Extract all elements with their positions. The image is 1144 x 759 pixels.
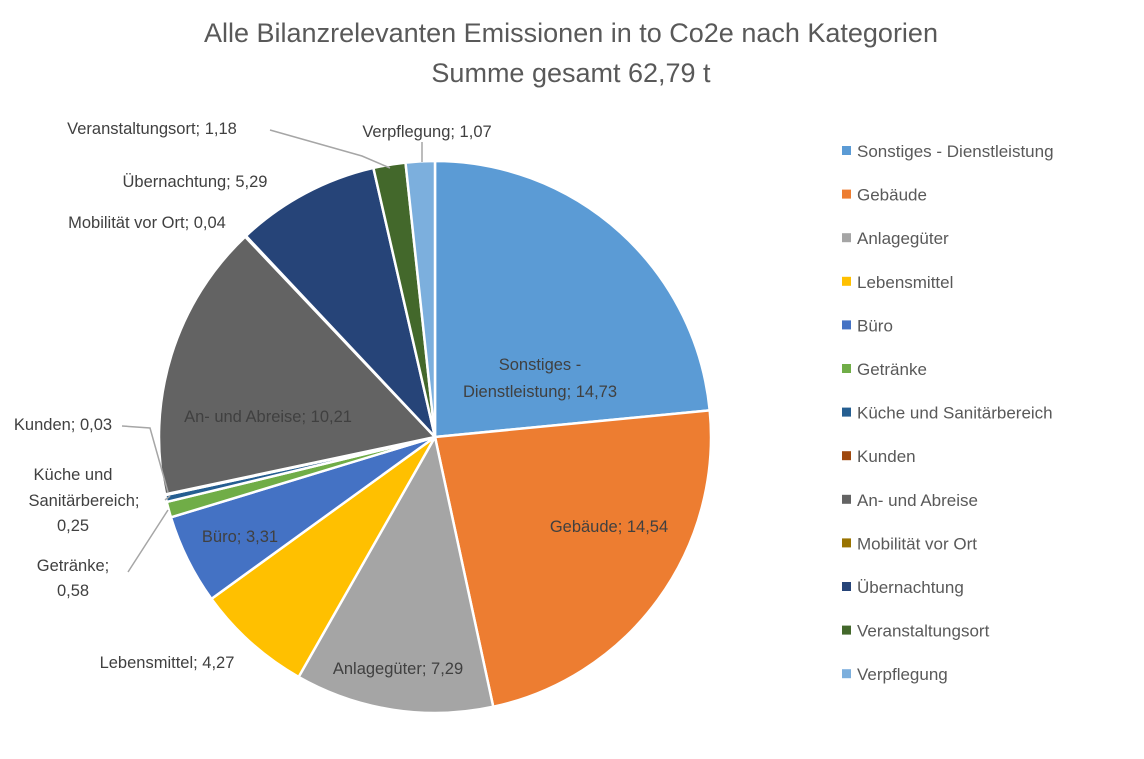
chart-subtitle: Summe gesamt 62,79 t [431, 58, 711, 88]
data-label-verpflegung: Verpflegung; 1,07 [362, 123, 491, 141]
leader-line-getränke [127, 509, 169, 573]
data-label-getränke: 0,58 [57, 582, 89, 600]
leader-line-kunden [121, 425, 169, 493]
legend-label: Mobilität vor Ort [857, 534, 977, 553]
legend-item-getränke: Getränke [842, 360, 927, 379]
leader-line-veranstaltungsort [269, 129, 391, 169]
legend-marker [842, 538, 851, 548]
legend-item-an-und-abreise: An- und Abreise [842, 491, 978, 510]
data-label-an-und-abreise: An- und Abreise; 10,21 [184, 408, 352, 426]
legend-label: Sonstiges - Dienstleistung [857, 142, 1054, 161]
legend-marker [842, 494, 851, 504]
pie-slice-gebäude [433, 408, 713, 709]
legend-item-mobilität-vor-ort: Mobilität vor Ort [842, 534, 977, 553]
legend-marker [842, 582, 851, 591]
data-label-gebäude: Gebäude; 14,54 [550, 518, 668, 536]
legend-item-verpflegung: Verpflegung [842, 665, 948, 684]
data-label-anlagegüter: Anlagegüter; 7,29 [333, 660, 463, 678]
legend-label: Anlagegüter [857, 229, 949, 248]
data-label-küche-und-sanitärbereich: Küche und [34, 466, 113, 484]
legend-marker [842, 189, 851, 199]
legend-item-übernachtung: Übernachtung [842, 578, 964, 597]
data-label-sonstiges-dienstleistung: Dienstleistung; 14,73 [463, 383, 617, 401]
legend-label: Übernachtung [857, 578, 964, 597]
data-label-getränke: Getränke; [37, 557, 109, 575]
legend-marker [842, 407, 851, 417]
data-label-übernachtung: Übernachtung; 5,29 [123, 173, 268, 191]
legend-label: Veranstaltungsort [857, 622, 990, 641]
legend-item-gebäude: Gebäude [842, 186, 927, 205]
data-label-küche-und-sanitärbereich: Sanitärbereich; [29, 492, 140, 510]
legend-item-küche-und-sanitärbereich: Küche und Sanitärbereich [842, 404, 1053, 423]
legend-item-kunden: Kunden [842, 447, 916, 466]
legend-label: An- und Abreise [857, 491, 978, 510]
pie-slice-sonstiges-dienstleistung [433, 159, 712, 439]
legend-item-veranstaltungsort: Veranstaltungsort [842, 622, 990, 641]
data-label-sonstiges-dienstleistung: Sonstiges - [499, 356, 582, 374]
pie-slice-anlagegüter [296, 433, 495, 715]
legend-marker [842, 233, 851, 243]
chart-title: Alle Bilanzrelevanten Emissionen in to C… [204, 18, 938, 48]
legend-item-sonstiges-dienstleistung: Sonstiges - Dienstleistung [842, 142, 1054, 161]
legend-label: Kunden [857, 447, 916, 466]
legend-label: Küche und Sanitärbereich [857, 404, 1053, 423]
legend-marker [842, 276, 851, 286]
legend-label: Lebensmittel [857, 273, 953, 292]
legend-label: Büro [857, 316, 893, 335]
legend-item-lebensmittel: Lebensmittel [842, 273, 953, 292]
data-label-lebensmittel: Lebensmittel; 4,27 [100, 654, 235, 672]
legend-marker [842, 451, 851, 461]
pie-slice-lebensmittel [209, 435, 437, 679]
data-label-mobilität-vor-ort: Mobilität vor Ort; 0,04 [68, 214, 226, 232]
legend-label: Gebäude [857, 186, 927, 205]
legend-marker [842, 146, 851, 155]
leader-line-küche-und-sanitärbereich [164, 495, 171, 501]
legend-marker [842, 669, 851, 679]
legend-label: Getränke [857, 360, 927, 379]
data-label-veranstaltungsort: Veranstaltungsort; 1,18 [67, 120, 237, 138]
pie-slice-verpflegung [404, 159, 437, 438]
data-label-küche-und-sanitärbereich: 0,25 [57, 517, 89, 535]
legend-item-anlagegüter: Anlagegüter [842, 229, 949, 248]
legend-marker [842, 364, 851, 373]
legend-marker [842, 320, 851, 330]
data-label-kunden: Kunden; 0,03 [14, 416, 112, 434]
legend-item-büro: Büro [842, 316, 893, 335]
data-label-büro: Büro; 3,31 [202, 528, 278, 546]
legend-marker [842, 625, 851, 635]
legend-label: Verpflegung [857, 665, 948, 684]
